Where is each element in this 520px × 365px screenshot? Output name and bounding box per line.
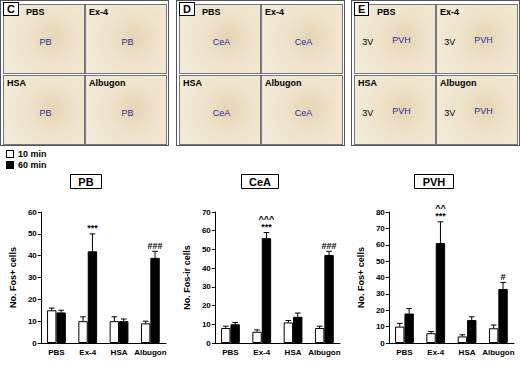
svg-text:Ex-4: Ex-4 xyxy=(253,348,270,357)
html-text:Ex-4: Ex-4 xyxy=(265,7,284,17)
svg-text:HSA: HSA xyxy=(459,348,476,357)
svg-text:70: 70 xyxy=(202,208,211,217)
html-text:3V: 3V xyxy=(444,37,456,48)
html-text:PVH: PVH xyxy=(474,106,493,117)
svg-text:80: 80 xyxy=(376,208,385,217)
svg-text:***: *** xyxy=(87,223,98,233)
html-text:60 min: 60 min xyxy=(18,159,47,170)
svg-text:50: 50 xyxy=(376,257,385,266)
html-text:Albugon: Albugon xyxy=(265,78,302,88)
svg-text:30: 30 xyxy=(28,273,37,282)
svg-text:No. Fos+ cells: No. Fos+ cells xyxy=(8,247,18,308)
html-text:CeA: CeA xyxy=(212,37,231,48)
svg-text:60: 60 xyxy=(202,226,211,235)
html-text:PBS: PBS xyxy=(202,7,221,17)
html-text:CeA: CeA xyxy=(212,108,231,119)
svg-text:50: 50 xyxy=(202,245,211,254)
svg-text:No. Fos+ cells: No. Fos+ cells xyxy=(356,247,366,308)
svg-text:40: 40 xyxy=(28,251,37,260)
svg-text:40: 40 xyxy=(202,264,211,273)
svg-text:10: 10 xyxy=(28,317,37,326)
html-text:PVH: PVH xyxy=(474,35,493,46)
html-text:HSA: HSA xyxy=(183,78,202,88)
svg-text:20: 20 xyxy=(28,295,37,304)
html-text:PBS: PBS xyxy=(377,7,396,17)
html-text:E: E xyxy=(358,3,366,15)
svg-text:0: 0 xyxy=(380,339,385,348)
html-text:CeA: CeA xyxy=(294,37,313,48)
svg-text:PB: PB xyxy=(78,176,93,188)
svg-text:50: 50 xyxy=(28,229,37,238)
html-text:PVH: PVH xyxy=(392,35,411,46)
svg-text:#: # xyxy=(501,272,506,282)
svg-text:20: 20 xyxy=(202,301,211,310)
html-text:PB: PB xyxy=(39,37,52,48)
html-text:PB: PB xyxy=(121,108,134,119)
svg-text:0: 0 xyxy=(32,339,37,348)
html-text:3V: 3V xyxy=(444,108,456,119)
html-text:HSA: HSA xyxy=(358,78,377,88)
html-text:Ex-4: Ex-4 xyxy=(440,7,459,17)
svg-text:PBS: PBS xyxy=(222,348,239,357)
svg-text:CeA: CeA xyxy=(249,176,271,188)
svg-text:Ex-4: Ex-4 xyxy=(79,348,96,357)
svg-text:20: 20 xyxy=(376,306,385,315)
svg-text:Albugon: Albugon xyxy=(134,348,167,357)
svg-text:###: ### xyxy=(322,241,337,251)
html-text:10 min: 10 min xyxy=(18,148,47,159)
svg-text:10: 10 xyxy=(376,322,385,331)
html-text:3V: 3V xyxy=(362,108,374,119)
svg-text:60: 60 xyxy=(28,208,37,217)
html-text:PVH: PVH xyxy=(392,106,411,117)
html-text:3V: 3V xyxy=(362,37,374,48)
html-text:Ex-4: Ex-4 xyxy=(89,7,108,17)
svg-text:PBS: PBS xyxy=(48,348,65,357)
html-text:C: C xyxy=(7,3,15,15)
svg-text:^^: ^^ xyxy=(435,203,446,213)
svg-text:###: ### xyxy=(148,241,163,251)
html-text:HSA: HSA xyxy=(7,78,26,88)
svg-text:30: 30 xyxy=(202,282,211,291)
svg-text:Ex-4: Ex-4 xyxy=(427,348,444,357)
html-text:D: D xyxy=(183,3,191,15)
svg-text:0: 0 xyxy=(206,339,211,348)
html-text:PB: PB xyxy=(121,37,134,48)
html-text:CeA: CeA xyxy=(294,108,313,119)
svg-text:PVH: PVH xyxy=(423,176,446,188)
svg-text:PBS: PBS xyxy=(396,348,413,357)
svg-text:HSA: HSA xyxy=(111,348,128,357)
svg-text:^^^: ^^^ xyxy=(259,214,276,224)
svg-text:No. Fos-ir cells: No. Fos-ir cells xyxy=(182,245,192,310)
svg-text:10: 10 xyxy=(202,320,211,329)
svg-text:40: 40 xyxy=(376,273,385,282)
html-text:PB: PB xyxy=(39,108,52,119)
svg-text:70: 70 xyxy=(376,224,385,233)
svg-text:60: 60 xyxy=(376,240,385,249)
html-text:PBS: PBS xyxy=(26,7,45,17)
svg-text:Albugon: Albugon xyxy=(482,348,515,357)
svg-text:HSA: HSA xyxy=(285,348,302,357)
html-text:Albugon: Albugon xyxy=(440,78,477,88)
svg-text:Albugon: Albugon xyxy=(308,348,341,357)
svg-text:30: 30 xyxy=(376,289,385,298)
html-text:Albugon: Albugon xyxy=(89,78,126,88)
